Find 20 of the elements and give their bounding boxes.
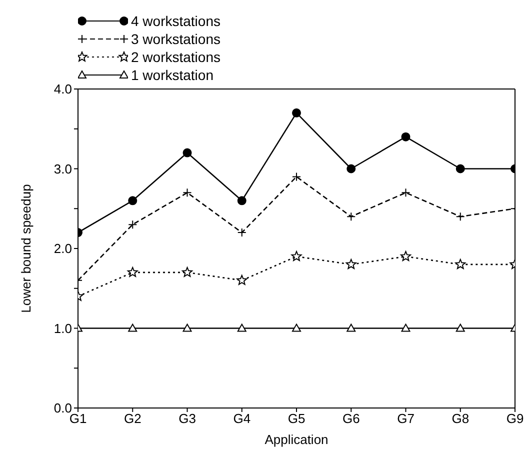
- legend-label: 3 workstations: [131, 31, 220, 47]
- legend-label: 2 workstations: [131, 49, 220, 65]
- x-tick-label: G1: [69, 411, 87, 426]
- y-axis-title: Lower bound speedup: [18, 184, 34, 313]
- y-tick-label: 2.0: [54, 241, 72, 256]
- y-tick-label: 0.0: [54, 400, 72, 416]
- y-tick-label: 3.0: [54, 161, 72, 176]
- legend-label: 4 workstations: [131, 13, 220, 29]
- x-tick-label: G7: [397, 411, 414, 426]
- y-tick-label: 4.0: [54, 82, 72, 97]
- x-tick-label: G9: [506, 411, 524, 426]
- x-tick-label: G6: [342, 411, 360, 426]
- x-tick-label: G2: [124, 411, 142, 426]
- x-tick-label: G4: [233, 411, 251, 426]
- x-axis-title: Application: [264, 432, 328, 447]
- x-tick-label: G8: [452, 411, 470, 426]
- legend-label: 1 workstation: [131, 67, 214, 83]
- y-tick-label: 1.0: [54, 320, 72, 336]
- x-tick-label: G5: [288, 411, 306, 426]
- x-tick-label: G3: [178, 411, 196, 426]
